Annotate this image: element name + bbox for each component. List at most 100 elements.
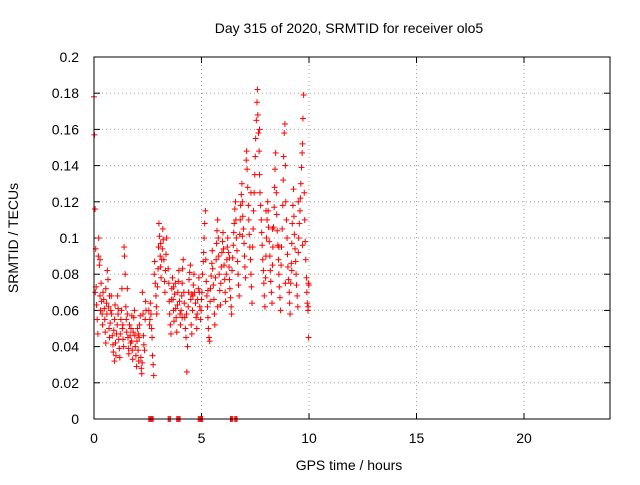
data-point (106, 292, 113, 299)
data-point (213, 227, 220, 234)
data-point (202, 256, 209, 263)
data-point (249, 244, 256, 251)
data-point (210, 282, 217, 289)
data-point (294, 303, 301, 310)
data-point (121, 244, 128, 251)
data-point (305, 282, 312, 289)
data-point (185, 289, 192, 296)
x-tick-label: 5 (198, 430, 206, 446)
y-tick-label: 0.04 (52, 339, 79, 355)
data-point (106, 325, 113, 332)
data-point (174, 301, 181, 308)
data-point (92, 206, 99, 213)
data-point (281, 120, 288, 127)
data-point (118, 307, 125, 314)
data-point (256, 171, 263, 178)
data-point (110, 327, 117, 334)
data-point (129, 356, 136, 363)
data-point (204, 303, 211, 310)
data-point (104, 276, 111, 283)
data-point (220, 229, 226, 236)
data-point (293, 271, 300, 278)
data-point (119, 321, 126, 328)
data-point (234, 258, 241, 265)
data-point (254, 86, 261, 93)
data-point (279, 202, 286, 209)
data-point (266, 253, 273, 260)
data-point (95, 235, 102, 241)
data-point (194, 311, 201, 318)
data-point (196, 303, 203, 310)
data-point (188, 321, 195, 328)
data-point (107, 307, 114, 314)
data-point (288, 260, 295, 267)
data-point (94, 316, 101, 323)
data-point (112, 301, 119, 308)
data-point (269, 300, 276, 307)
data-point (258, 216, 265, 223)
data-point (302, 256, 309, 263)
data-point (253, 99, 260, 106)
data-point (250, 207, 257, 214)
x-tick-label: 20 (516, 430, 532, 446)
data-point (209, 247, 216, 254)
data-point (132, 343, 139, 350)
data-point (264, 198, 271, 205)
data-point (155, 244, 162, 251)
data-point (128, 338, 135, 345)
data-point (147, 300, 154, 307)
data-point (256, 126, 263, 133)
data-point (305, 334, 312, 341)
data-point (269, 244, 276, 251)
data-point (287, 280, 294, 287)
data-point (115, 311, 122, 318)
data-point (104, 267, 111, 274)
data-point (179, 265, 186, 272)
data-point (177, 311, 183, 318)
data-point (187, 262, 194, 269)
y-tick-label: 0.14 (52, 158, 79, 174)
data-point (114, 321, 121, 328)
data-point (292, 258, 299, 265)
data-point (288, 267, 295, 274)
data-point (214, 216, 221, 223)
data-point (293, 282, 300, 289)
data-point (159, 225, 166, 232)
data-point (233, 235, 240, 241)
data-point (272, 149, 279, 156)
data-point (243, 157, 250, 164)
data-point (153, 303, 160, 310)
data-point (294, 292, 301, 299)
data-point (183, 368, 190, 375)
data-point (195, 285, 202, 292)
data-point (301, 216, 308, 223)
data-point (95, 253, 102, 260)
data-point (138, 370, 145, 377)
data-point (177, 321, 184, 328)
data-point (253, 117, 260, 124)
data-point (267, 278, 274, 285)
data-point (211, 311, 218, 318)
data-point (97, 307, 104, 314)
data-point (154, 283, 161, 290)
data-point (120, 343, 127, 350)
data-point (155, 220, 162, 227)
data-point (182, 325, 189, 332)
data-point (203, 278, 210, 285)
data-point (203, 292, 210, 299)
data-point (276, 283, 283, 290)
data-point (152, 280, 159, 287)
data-point (277, 307, 284, 314)
data-point (117, 330, 124, 337)
data-point (165, 265, 172, 272)
data-point (188, 291, 195, 298)
data-point (149, 352, 156, 359)
data-point (227, 294, 234, 301)
data-point (237, 216, 244, 223)
data-point (261, 303, 268, 310)
data-point (245, 202, 252, 209)
data-point (201, 220, 208, 227)
data-point (183, 334, 190, 341)
data-point (205, 325, 212, 332)
data-point (222, 289, 229, 296)
